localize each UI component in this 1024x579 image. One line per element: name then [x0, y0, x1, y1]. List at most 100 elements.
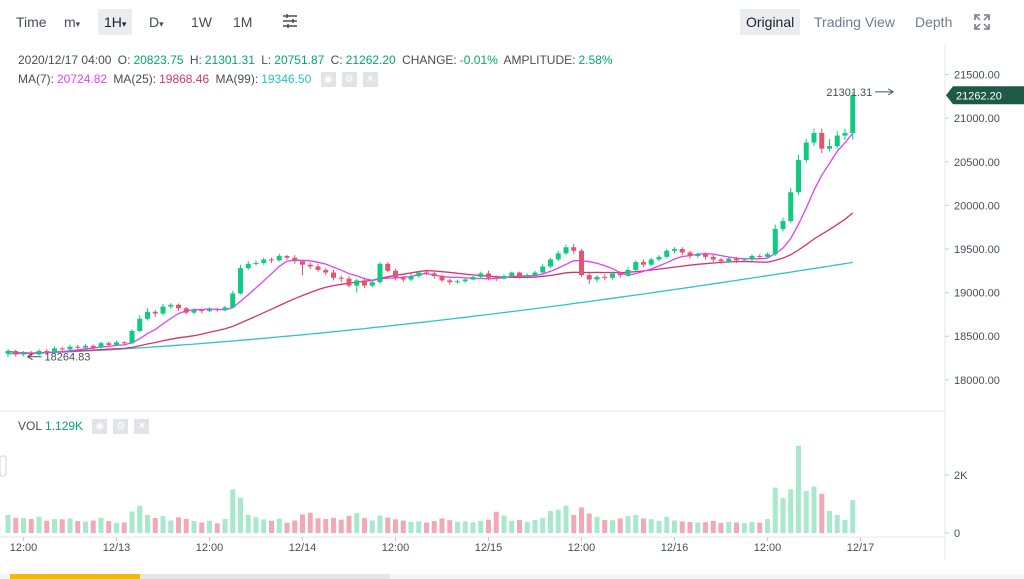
candle-body: [819, 132, 825, 149]
volume-bar: [703, 522, 708, 533]
volume-bar: [710, 520, 716, 533]
volume-bar: [501, 515, 507, 533]
volume-bar: [59, 519, 65, 533]
candle-body: [183, 308, 189, 313]
volume-bar: [796, 445, 801, 533]
volume-bar: [493, 511, 499, 533]
candle-body: [21, 352, 26, 355]
settings-icon[interactable]: ⚙: [341, 72, 357, 88]
candle-body: [617, 273, 623, 276]
candle-body: [501, 276, 507, 279]
time-tick-label: 12/15: [475, 542, 503, 554]
eye-icon[interactable]: ◉: [92, 419, 108, 435]
volume-bar: [765, 519, 770, 533]
time-button[interactable]: Time: [16, 14, 47, 30]
chevron-down-icon: ▾: [75, 19, 81, 29]
volume-bar: [734, 522, 739, 533]
volume-bar: [354, 513, 360, 533]
volume-bar: [772, 487, 778, 533]
volume-bar: [385, 517, 391, 533]
minute-label: m: [64, 14, 76, 30]
ma25-value: 19868.46: [159, 72, 210, 86]
volume-bar: [431, 521, 437, 533]
eye-icon[interactable]: ◉: [320, 72, 336, 88]
candle-body: [253, 262, 259, 264]
volume-bar: [369, 520, 375, 533]
volume-bar: [36, 516, 42, 533]
candle-body: [834, 135, 840, 147]
volume-bar: [633, 514, 639, 533]
volume-bar: [563, 505, 569, 533]
change-label: CHANGE:: [402, 53, 457, 67]
volume-bar: [586, 513, 592, 533]
month-interval-button[interactable]: 1M: [233, 14, 253, 30]
volume-bar: [594, 516, 600, 533]
close-icon[interactable]: ✕: [362, 72, 378, 88]
day-interval-dropdown[interactable]: D▾: [143, 9, 170, 35]
candle-body: [772, 228, 778, 255]
volume-bar: [555, 509, 561, 533]
volume-bar: [602, 519, 608, 533]
bottom-tab[interactable]: [140, 574, 390, 579]
trading-view-tab[interactable]: Trading View: [814, 14, 895, 30]
volume-bar: [610, 520, 615, 533]
volume-bar: [121, 522, 127, 533]
volume-bar: [114, 522, 119, 533]
ma7-value: 20724.82: [57, 72, 108, 86]
candle-body: [571, 247, 577, 251]
volume-info-line: VOL 1.129K ◉ ⚙ ✕: [18, 419, 152, 435]
price-tick-label: 20000.00: [954, 200, 1000, 212]
close-icon[interactable]: ✕: [134, 419, 150, 435]
volume-bar: [757, 522, 763, 533]
hour-interval-dropdown[interactable]: 1H▾: [98, 9, 133, 35]
time-tick-label: 12:00: [568, 542, 596, 554]
low-marker-arrowhead: [27, 353, 33, 361]
volume-bar: [679, 521, 685, 533]
ohlc-info-line: 2020/12/17 04:00 O: 20823.75 H: 21301.31 L…: [18, 53, 616, 67]
candle-body: [98, 343, 104, 348]
candle-body: [548, 259, 553, 267]
volume-bar: [811, 486, 817, 533]
candle-body: [292, 257, 298, 262]
candle-body: [455, 281, 460, 283]
volume-bar: [346, 515, 352, 533]
candle-body: [129, 330, 135, 344]
volume-tick-label: 2K: [954, 470, 968, 482]
bottom-tab-active[interactable]: [10, 574, 140, 579]
candle-body: [641, 262, 646, 265]
scroll-handle: [0, 455, 7, 477]
volume-bar: [307, 512, 313, 533]
volume-bar: [98, 517, 104, 533]
week-interval-button[interactable]: 1W: [191, 14, 212, 30]
depth-tab[interactable]: Depth: [915, 14, 953, 30]
candle-body: [439, 276, 445, 281]
volume-bar: [532, 519, 538, 533]
candle-body: [385, 263, 391, 271]
hour-label: 1H: [104, 14, 122, 30]
volume-bar: [687, 521, 693, 533]
volume-bar: [338, 519, 344, 533]
fullscreen-icon[interactable]: [968, 12, 996, 38]
original-view-tab[interactable]: Original: [740, 9, 801, 35]
candle-body: [703, 254, 708, 257]
candle-body: [331, 272, 336, 278]
volume-bar: [245, 514, 251, 533]
candle-body: [52, 348, 57, 352]
volume-bar: [540, 517, 546, 533]
volume-bar: [850, 500, 856, 533]
volume-bar: [315, 518, 321, 533]
price-tick-label: 20500.00: [954, 157, 1000, 169]
volume-bar: [641, 518, 646, 533]
volume-bar: [13, 517, 19, 533]
time-tick-label: 12:00: [196, 542, 224, 554]
candle-body: [416, 272, 422, 277]
price-tick-label: 21500.00: [954, 70, 1000, 82]
candle-body: [687, 252, 693, 256]
candle-body: [59, 348, 65, 350]
settings-icon[interactable]: ⚙: [113, 419, 129, 435]
settings-sliders-icon[interactable]: [276, 11, 304, 37]
candle-body: [393, 270, 398, 278]
minute-interval-dropdown[interactable]: m▾: [58, 9, 86, 35]
candle-body: [230, 293, 236, 308]
